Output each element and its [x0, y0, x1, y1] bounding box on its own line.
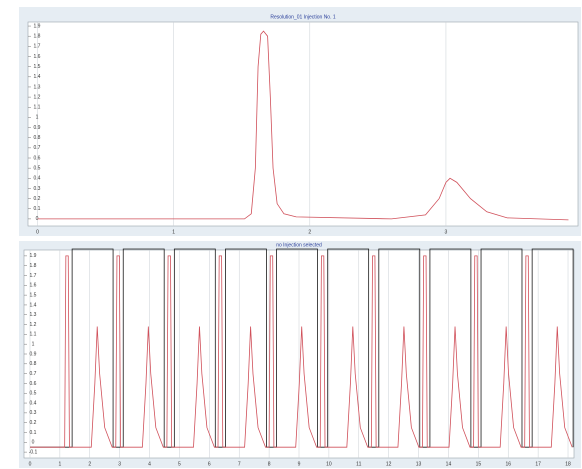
- y-tick-label: 0.8: [30, 361, 37, 367]
- series-line: [37, 30, 569, 221]
- y-tick-label: 1.6: [34, 54, 41, 60]
- y-tick-label: 0: [32, 440, 35, 446]
- y-tick-label: 1: [36, 115, 39, 121]
- y-tick-label: 1.9: [34, 23, 41, 29]
- x-tick-label: 4: [148, 461, 151, 467]
- y-tick-label: 0.8: [34, 135, 41, 141]
- y-tick-label: 1.1: [34, 105, 41, 111]
- y-tick-label: 1.5: [34, 64, 41, 70]
- x-tick-label: 0: [29, 461, 32, 467]
- y-tick-label: 0.9: [30, 351, 37, 357]
- x-tick-label: 3: [118, 461, 121, 467]
- y-tick-label: 1.3: [34, 84, 41, 90]
- y-tick-label: 0.9: [34, 125, 41, 131]
- y-tick-label: -0.1: [29, 449, 38, 455]
- series-line: [29, 255, 573, 448]
- x-tick-label: 12: [386, 461, 392, 467]
- y-tick-label: 1.8: [30, 263, 37, 269]
- x-tick-label: 6: [208, 461, 211, 467]
- y-tick-label: 0.6: [30, 381, 37, 387]
- y-tick-label: 0.3: [30, 410, 37, 416]
- y-tick-label: 1.4: [34, 74, 41, 80]
- chart-title: no Injection selected: [276, 242, 322, 248]
- y-tick-label: 1.9: [30, 253, 37, 259]
- y-tick-label: 0: [36, 216, 39, 222]
- y-tick-label: 0.7: [30, 371, 37, 377]
- chart-title: Resolution_01 Injection No. 1: [270, 14, 336, 20]
- y-tick-label: 0.7: [34, 145, 41, 151]
- x-tick-label: 13: [416, 461, 422, 467]
- y-tick-label: 1.2: [34, 94, 41, 100]
- x-tick-label: 5: [178, 461, 181, 467]
- x-tick-label: 16: [505, 461, 511, 467]
- x-tick-label: 1: [172, 229, 175, 235]
- y-tick-label: 0.5: [30, 391, 37, 397]
- y-tick-label: 0.4: [30, 400, 37, 406]
- x-tick-label: 10: [326, 461, 332, 467]
- y-tick-label: 0.4: [34, 176, 41, 182]
- x-tick-label: 7: [238, 461, 241, 467]
- y-tick-label: 1.1: [30, 332, 37, 338]
- y-tick-label: 1.7: [34, 44, 41, 50]
- x-tick-label: 15: [476, 461, 482, 467]
- x-tick-label: 9: [298, 461, 301, 467]
- x-tick-label: 17: [535, 461, 541, 467]
- x-tick-label: 3: [445, 229, 448, 235]
- y-tick-label: 1.2: [30, 322, 37, 328]
- y-tick-label: 0.2: [30, 420, 37, 426]
- x-tick-label: 0: [36, 229, 39, 235]
- x-tick-label: 1: [58, 461, 61, 467]
- x-tick-label: 14: [446, 461, 452, 467]
- y-tick-label: 1.5: [30, 292, 37, 298]
- y-tick-label: 1.6: [30, 283, 37, 289]
- y-tick-label: 0.6: [34, 155, 41, 161]
- y-tick-label: 1.3: [30, 312, 37, 318]
- y-tick-label: 0.5: [34, 165, 41, 171]
- y-tick-label: 1.7: [30, 273, 37, 279]
- y-tick-label: 1: [32, 342, 35, 348]
- y-tick-label: 0.1: [30, 430, 37, 436]
- plot-area: [27, 21, 579, 227]
- x-tick-label: 2: [88, 461, 91, 467]
- x-tick-label: 2: [308, 229, 311, 235]
- y-tick-label: 1.4: [30, 302, 37, 308]
- y-tick-label: 0.1: [34, 206, 41, 212]
- y-tick-label: 0.2: [34, 196, 41, 202]
- y-tick-label: 0.3: [34, 186, 41, 192]
- x-tick-label: 8: [268, 461, 271, 467]
- x-tick-label: 18: [565, 461, 571, 467]
- x-tick-label: 11: [356, 461, 361, 467]
- y-tick-label: 1.8: [34, 34, 41, 40]
